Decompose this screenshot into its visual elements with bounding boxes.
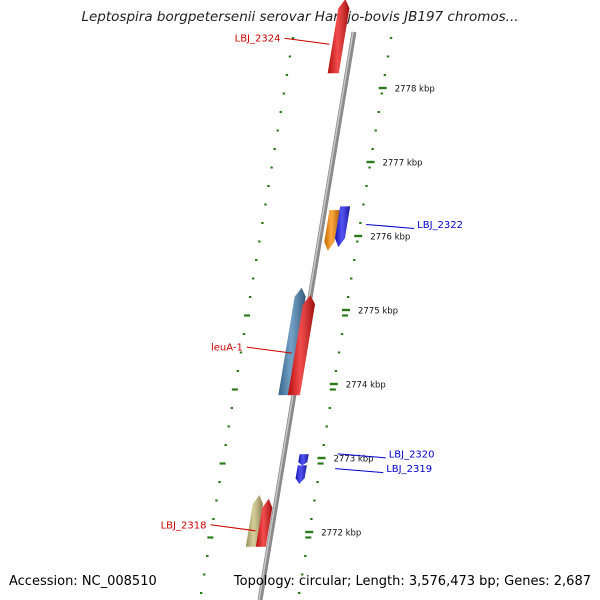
tick-dots [199, 37, 393, 594]
lbj-2318-gene-arrow[interactable] [255, 498, 273, 547]
scale-label: 2772 kbp [321, 529, 361, 539]
gene-label-leader [337, 453, 386, 459]
gene-label[interactable]: LBJ_2324 [235, 34, 281, 45]
gene-label[interactable]: LBJ_2319 [386, 464, 432, 475]
lbj-2320-gene-arrow[interactable] [298, 454, 309, 466]
map-title: Leptospira borgpetersenii serovar Hardjo… [81, 9, 519, 25]
lbj-2319-gene-arrow[interactable] [295, 465, 307, 484]
gene-label-leader [366, 223, 415, 229]
gene-label[interactable]: LBJ_2318 [161, 520, 207, 531]
scale-label: 2773 kbp [334, 455, 374, 465]
lbj-2322-gene-arrow[interactable] [324, 210, 340, 251]
lbj-2324-gene-arrow[interactable] [327, 0, 350, 74]
gene-label-leader [284, 37, 330, 45]
gene-label[interactable]: leuA-1 [211, 343, 243, 354]
gene-label[interactable]: LBJ_2322 [417, 220, 463, 231]
gene-label-leader [210, 524, 256, 532]
gene-label-leader [246, 346, 292, 354]
scale-labels: 2778 kbp 2777 kbp 2776 kbp 2775 kbp 2774 kbp… [305, 85, 435, 539]
unlabeled-7-gene-arrow[interactable] [245, 495, 263, 547]
unlabeled-1-gene-arrow[interactable] [334, 206, 351, 248]
scale-label: 2778 kbp [395, 85, 435, 95]
scale-label: 2774 kbp [346, 381, 386, 391]
gene-label-leader [335, 468, 384, 474]
genes [245, 0, 351, 547]
gene-labels: LBJ_2324 LBJ_2322 leuA-1 LBJ_2320 LBJ_2319 LB… [161, 34, 463, 532]
unlabeled-3-gene-arrow[interactable] [278, 287, 306, 396]
scale-label: 2775 kbp [358, 307, 398, 317]
topology-summary: Topology: circular; Length: 3,576,473 bp… [233, 574, 591, 589]
scale-label: 2776 kbp [370, 233, 410, 243]
gene-label[interactable]: LBJ_2320 [389, 449, 435, 460]
accession-text: Accession: NC_008510 [9, 574, 157, 589]
scale-label: 2777 kbp [382, 159, 422, 169]
leua-1-gene-arrow[interactable] [287, 295, 315, 396]
